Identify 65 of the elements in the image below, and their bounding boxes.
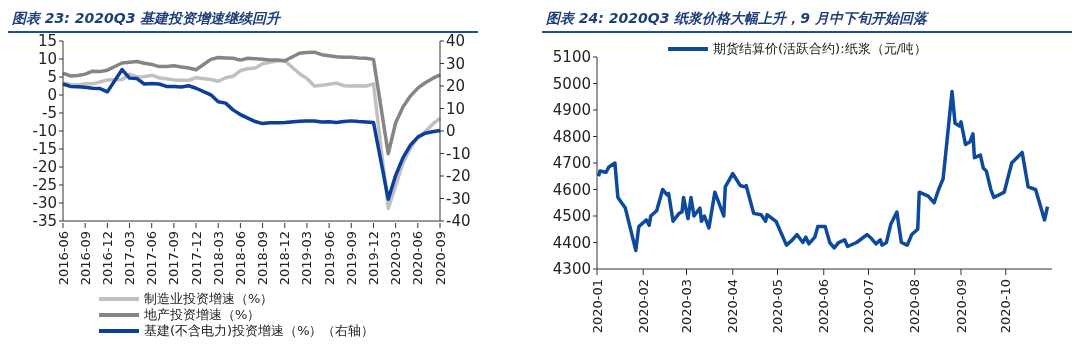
y-tick-label: 4700 xyxy=(552,154,591,173)
x-tick-label: 2020-10 xyxy=(998,279,1014,334)
y-tick-label: 4400 xyxy=(552,233,591,252)
y-tick-label: 5000 xyxy=(552,74,591,93)
legend-label: 期货结算价(活跃合约):纸浆（元/吨） xyxy=(713,41,927,57)
y-tick-label: -20 xyxy=(32,158,57,177)
x-tick-label: 2019-12 xyxy=(365,231,381,286)
y-tick-label: 10 xyxy=(37,50,57,69)
y2-tick-label: 30 xyxy=(446,54,466,73)
y-tick-label: 4800 xyxy=(552,127,591,146)
y-tick-label: -30 xyxy=(32,194,57,213)
x-tick-label: 2019-09 xyxy=(343,231,359,286)
x-tick-label: 2017-03 xyxy=(122,231,138,286)
x-tick-label: 2017-06 xyxy=(144,231,160,286)
y-tick-label: -10 xyxy=(32,122,57,141)
y-tick-label: 4300 xyxy=(552,260,591,279)
line-series xyxy=(61,50,442,156)
x-tick-label: 2017-09 xyxy=(166,231,182,286)
y2-tick-label: -30 xyxy=(446,189,471,208)
legend-label: 地产投资增速（%） xyxy=(144,307,261,323)
x-tick-label: 2018-09 xyxy=(255,231,271,286)
y-tick-label: -35 xyxy=(32,212,57,231)
y-tick-label: 15 xyxy=(37,32,57,51)
x-tick-label: 2020-04 xyxy=(725,279,741,334)
x-tick-label: 2017-12 xyxy=(188,231,204,286)
y-tick-label: -5 xyxy=(42,104,57,123)
y2-tick-label: 20 xyxy=(446,77,466,96)
chart-title: 图表 24: 2020Q3 纸浆价格大幅上升，9 月中下旬开始回落 xyxy=(542,8,1072,33)
x-tick-label: 2020-07 xyxy=(861,279,877,334)
x-tick-label: 2020-03 xyxy=(388,231,404,286)
y2-tick-label: -20 xyxy=(446,167,471,186)
x-tick-label: 2016-06 xyxy=(55,231,71,286)
y-tick-label: 4600 xyxy=(552,180,591,199)
x-tick-label: 2020-01 xyxy=(589,279,605,334)
y2-tick-label: -40 xyxy=(446,212,471,231)
legend-label: 制造业投资增速（%） xyxy=(144,291,274,307)
y2-tick-label: 10 xyxy=(446,99,466,118)
y-tick-label: -25 xyxy=(32,176,57,195)
x-tick-label: 2020-09 xyxy=(432,231,448,286)
y-tick-label: 4500 xyxy=(552,207,591,226)
y-tick-label: 5100 xyxy=(552,48,591,67)
y2-tick-label: 0 xyxy=(446,122,456,141)
y2-tick-label: 40 xyxy=(446,32,466,51)
line-series xyxy=(597,89,1050,253)
x-tick-label: 2020-06 xyxy=(410,231,426,286)
x-tick-label: 2020-06 xyxy=(816,279,832,334)
x-tick-label: 2019-06 xyxy=(321,231,337,286)
x-tick-label: 2018-12 xyxy=(277,231,293,286)
x-tick-label: 2020-08 xyxy=(907,279,923,334)
y-tick-label: -15 xyxy=(32,140,57,159)
x-tick-label: 2016-12 xyxy=(99,231,115,286)
y2-tick-label: -10 xyxy=(446,144,471,163)
x-tick-label: 2016-09 xyxy=(77,231,93,286)
x-tick-label: 2020-09 xyxy=(953,279,969,334)
chart-title: 图表 23: 2020Q3 基建投资增速继续回升 xyxy=(8,8,478,33)
x-tick-label: 2018-03 xyxy=(210,231,226,286)
x-tick-label: 2020-03 xyxy=(679,279,695,334)
x-tick-label: 2020-02 xyxy=(635,279,651,334)
y-tick-label: 4900 xyxy=(552,101,591,120)
legend-label: 基建(不含电力)投资增速（%）（右轴） xyxy=(144,323,375,339)
y-tick-label: 0 xyxy=(47,86,57,105)
y-tick-label: 5 xyxy=(47,68,57,87)
x-tick-label: 2020-05 xyxy=(770,279,786,334)
x-tick-label: 2018-06 xyxy=(232,231,248,286)
x-tick-label: 2019-03 xyxy=(299,231,315,286)
